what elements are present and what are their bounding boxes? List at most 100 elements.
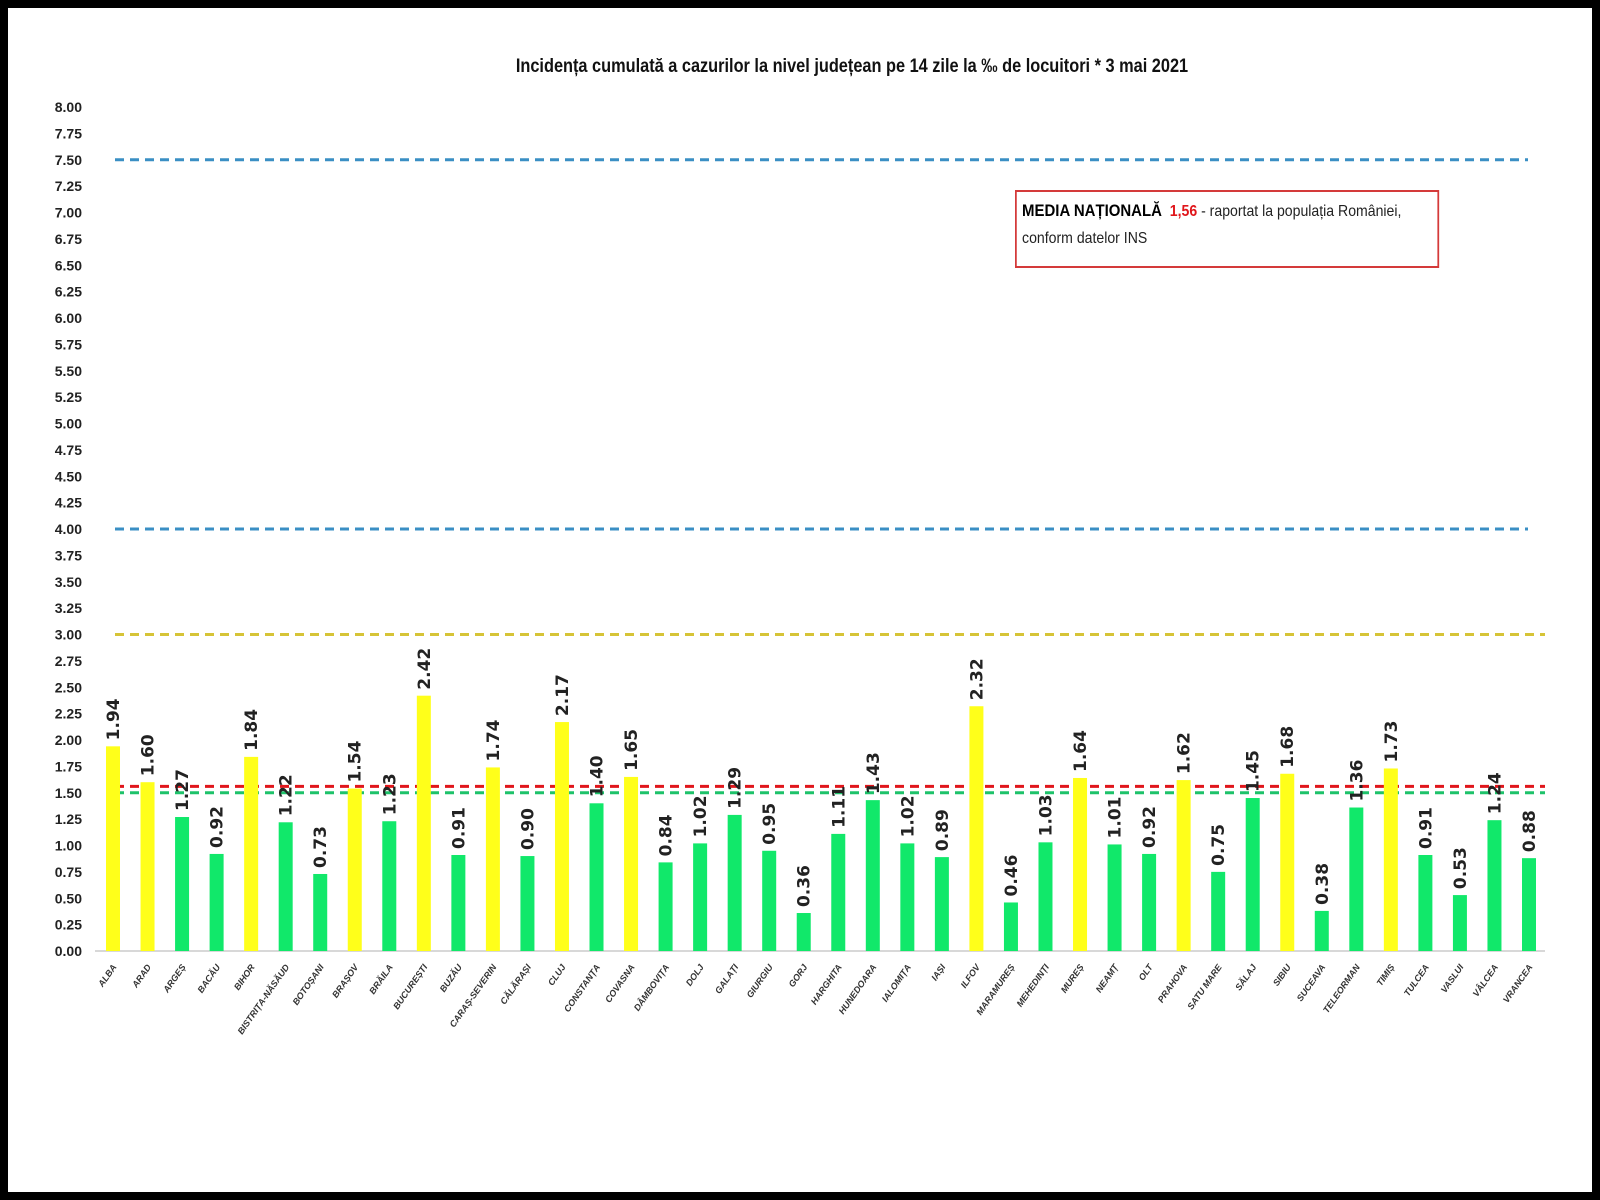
bar <box>1418 854 1433 951</box>
bar <box>554 722 569 951</box>
data-label: 1.45 <box>1244 750 1264 792</box>
x-tick-label: MUREȘ <box>1059 962 1086 994</box>
y-tick-label: 3.50 <box>55 574 82 590</box>
x-tick-label: GALAȚI <box>713 962 741 996</box>
bar <box>1487 820 1502 951</box>
y-tick-label: 6.25 <box>55 284 82 300</box>
data-label: 0.75 <box>1209 824 1229 866</box>
data-label: 1.22 <box>277 774 297 816</box>
y-tick-label: 5.25 <box>55 389 82 405</box>
y-tick-label: 5.00 <box>55 416 82 432</box>
x-tick-label: PRAHOVA <box>1156 962 1190 1004</box>
x-tick-label: VASLUI <box>1439 962 1466 995</box>
bar <box>762 850 777 951</box>
data-label: 1.62 <box>1175 732 1195 774</box>
x-tick-label: ILFOV <box>959 962 983 990</box>
bar <box>624 776 639 951</box>
x-tick-label: GIURGIU <box>745 962 776 1000</box>
x-tick-label: ARGEȘ <box>161 962 188 995</box>
data-label: 1.23 <box>380 773 400 815</box>
bar <box>485 767 500 951</box>
x-tick-label: CĂLĂRAȘI <box>497 961 533 1006</box>
x-tick-label: BUZĂU <box>437 961 464 994</box>
data-label: 1.02 <box>691 795 711 837</box>
data-label: 0.90 <box>518 808 538 850</box>
bar <box>1176 780 1191 951</box>
bar <box>1142 853 1157 951</box>
data-label: 1.02 <box>898 795 918 837</box>
x-tick-label: ARAD <box>129 962 153 990</box>
bar <box>451 854 466 951</box>
data-label: 1.36 <box>1347 760 1367 802</box>
x-tick-label: SIBIU <box>1271 962 1293 988</box>
data-label: 1.74 <box>484 719 504 761</box>
data-label: 1.73 <box>1382 721 1402 763</box>
x-tick-label: DÂMBOVIȚA <box>631 962 671 1013</box>
data-label: 0.91 <box>1416 807 1436 849</box>
y-tick-label: 4.00 <box>55 521 82 537</box>
y-tick-label: 6.00 <box>55 310 82 326</box>
bar <box>831 833 846 951</box>
data-label: 1.24 <box>1485 772 1505 814</box>
data-label: 1.11 <box>829 786 849 828</box>
y-tick-label: 3.00 <box>55 627 82 643</box>
data-label: 0.92 <box>208 806 228 848</box>
y-tick-label: 7.25 <box>55 178 82 194</box>
y-tick-label: 4.25 <box>55 495 82 511</box>
y-tick-label: 7.00 <box>55 205 82 221</box>
legend-text: - raportat la populația României, <box>1197 203 1402 220</box>
legend-text-2: conform datelor INS <box>1022 230 1148 247</box>
x-tick-label: HUNEDOARA <box>837 962 879 1016</box>
y-tick-label: 1.50 <box>55 785 82 801</box>
data-label: 0.95 <box>760 803 780 845</box>
bar <box>589 803 604 951</box>
bar <box>1452 895 1467 951</box>
x-tick-label: SUCEAVA <box>1295 962 1328 1003</box>
x-tick-label: VRANCEA <box>1501 962 1535 1004</box>
national-average-legend: MEDIA NAȚIONALĂ 1,56 - raportat la popul… <box>1015 190 1440 268</box>
data-label: 0.46 <box>1002 855 1022 897</box>
data-label: 0.88 <box>1520 810 1540 852</box>
x-tick-label: BRAȘOV <box>330 962 361 1000</box>
x-tick-label: BOTOȘANI <box>291 962 327 1007</box>
data-label: 1.03 <box>1036 794 1056 836</box>
data-label: 2.17 <box>553 674 573 716</box>
x-tick-label: SĂLAJ <box>1232 961 1259 992</box>
y-tick-label: 0.75 <box>55 864 82 880</box>
x-tick-label: TELEORMAN <box>1321 962 1362 1015</box>
x-tick-label: DOLJ <box>684 962 707 988</box>
data-label: 1.54 <box>346 740 366 782</box>
y-tick-label: 1.00 <box>55 838 82 854</box>
x-tick-label: SATU MARE <box>1185 962 1224 1012</box>
y-tick-label: 0.00 <box>55 943 82 959</box>
data-label: 0.36 <box>795 865 815 907</box>
bar <box>727 814 742 951</box>
data-label: 0.53 <box>1451 847 1471 889</box>
y-tick-label: 4.50 <box>55 468 82 484</box>
data-label: 1.01 <box>1106 796 1126 838</box>
bar <box>1107 844 1122 951</box>
bar <box>1522 858 1536 951</box>
y-tick-label: 2.25 <box>55 706 82 722</box>
bar <box>1280 773 1295 951</box>
legend-label: MEDIA NAȚIONALĂ <box>1022 201 1162 220</box>
data-label: 1.29 <box>726 767 746 809</box>
y-tick-label: 2.50 <box>55 679 82 695</box>
x-tick-label: TULCEA <box>1402 962 1431 998</box>
y-tick-label: 0.25 <box>55 917 82 933</box>
y-tick-label: 5.50 <box>55 363 82 379</box>
x-tick-label: MEHEDINȚI <box>1015 962 1052 1009</box>
bar <box>1211 871 1226 951</box>
x-tick-label: TIMIȘ <box>1375 962 1397 987</box>
bar <box>1245 798 1260 951</box>
bar <box>1003 902 1018 951</box>
y-tick-label: 7.75 <box>55 125 82 141</box>
data-label: 0.73 <box>311 826 331 868</box>
data-label: 0.38 <box>1313 863 1333 905</box>
y-tick-label: 5.75 <box>55 336 82 352</box>
data-label: 1.94 <box>104 698 124 740</box>
bar <box>209 853 224 951</box>
bar <box>347 788 362 951</box>
bar <box>796 913 811 951</box>
